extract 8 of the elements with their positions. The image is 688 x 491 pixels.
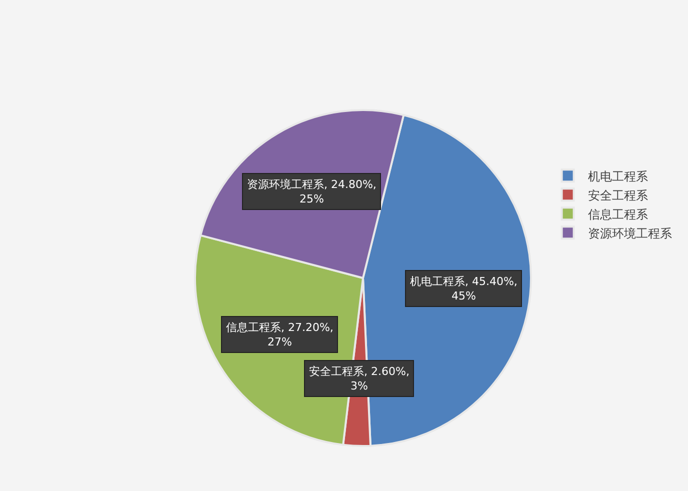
legend-label: 信息工程系: [588, 207, 648, 222]
legend-label: 资源环境工程系: [588, 226, 672, 240]
legend-label: 安全工程系: [588, 188, 648, 202]
data-label: 机电工程系, 45.40%, 45%: [410, 275, 518, 302]
data-label: 信息工程系, 27.20%, 27%: [226, 321, 334, 348]
data-label: 资源环境工程系, 24.80%, 25%: [247, 178, 376, 206]
legend-label: 机电工程系: [588, 169, 648, 184]
data-label: 安全工程系, 2.60%, 3%: [309, 365, 410, 392]
